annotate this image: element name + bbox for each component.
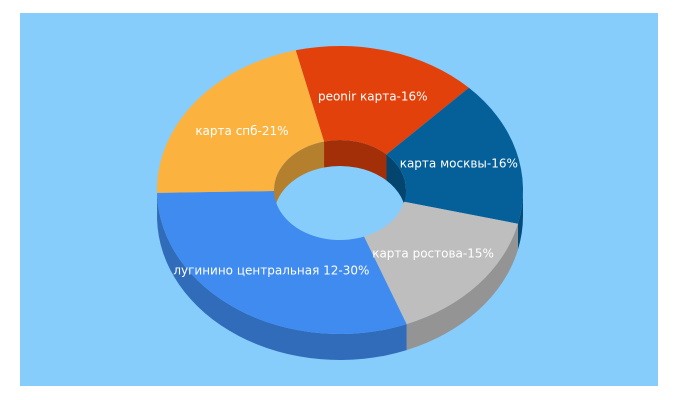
slice-1 — [386, 87, 523, 224]
slice-2 — [364, 201, 518, 325]
slice-labels: peonir карта-16% карта москвы-16% карта ро… — [173, 90, 518, 278]
chart-panel: peonir карта-16% карта москвы-16% карта ро… — [20, 13, 658, 386]
slice-0 — [295, 45, 469, 155]
donut-sides — [157, 140, 523, 360]
donut-chart: peonir карта-16% карта москвы-16% карта ро… — [157, 45, 523, 360]
slice-inner-wall-0 — [324, 140, 387, 181]
slice-side-3 — [157, 192, 407, 360]
slice-inner-wall-4 — [274, 141, 325, 216]
donut-top — [157, 45, 523, 334]
slice-label-0: peonir карта-16% — [318, 90, 428, 104]
slice-inner-wall-1 — [386, 154, 406, 216]
slice-label-4: карта спб-21% — [195, 124, 288, 138]
slice-label-3: лугинино центральная 12-30% — [173, 264, 369, 278]
slice-side-1 — [517, 190, 523, 250]
slice-4 — [157, 50, 325, 193]
slice-label-1: карта москвы-16% — [400, 157, 518, 171]
slice-side-2 — [406, 223, 518, 351]
slice-3 — [157, 190, 407, 334]
slice-label-2: карта ростова-15% — [372, 247, 494, 261]
